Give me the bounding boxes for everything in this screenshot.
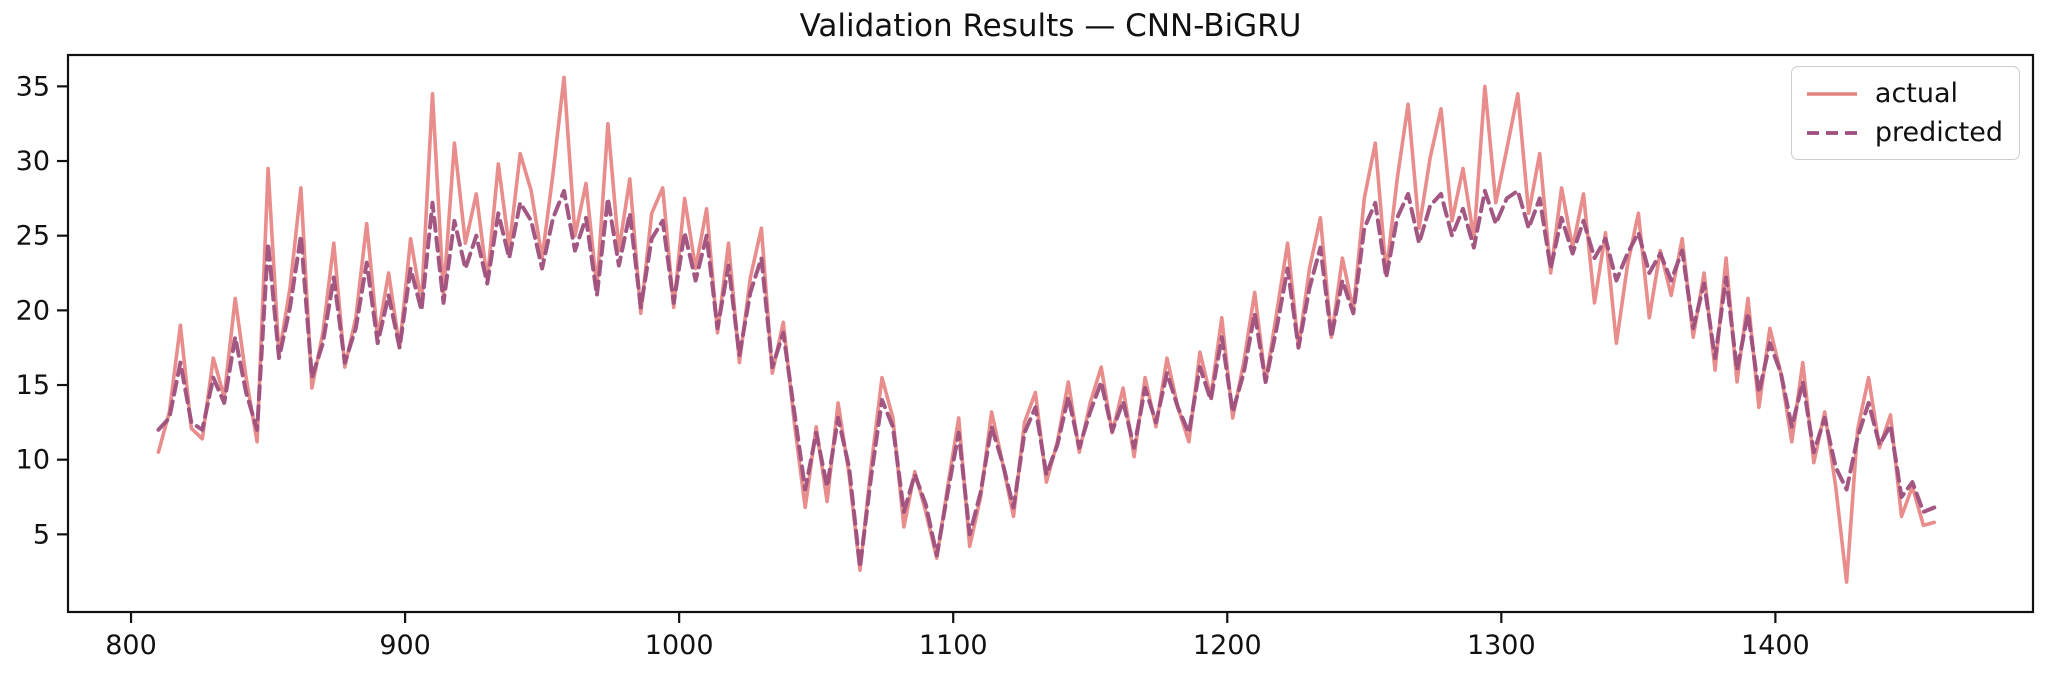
x-tick-label: 1300 [1467,630,1536,661]
x-tick-label: 1400 [1741,630,1810,661]
x-tick-label: 1000 [645,630,714,661]
chart-title: Validation Results — CNN-BiGRU [799,8,1302,44]
legend-actual-line-icon [1806,91,1857,96]
legend-label-actual: actual [1874,78,1959,109]
y-tick-label: 20 [16,295,50,326]
y-tick-label: 5 [33,519,50,550]
legend-item-predicted: predicted [1804,114,2003,151]
x-tick-label: 900 [379,630,431,661]
y-tick-label: 35 [16,71,50,102]
x-tick-label: 800 [105,630,157,661]
actual-line [156,75,1937,584]
x-tick-label: 1200 [1193,630,1262,661]
y-tick-label: 15 [16,370,50,401]
predicted-line [156,188,1937,570]
x-tick-label: 1100 [919,630,988,661]
y-tick-label: 10 [16,445,50,476]
axes-spines [66,53,2035,614]
legend-item-actual: actual [1804,75,2003,112]
y-tick-label: 25 [16,221,50,252]
legend: actual predicted [1790,66,2020,160]
y-tick-label: 30 [16,146,50,177]
legend-predicted-line-icon [1806,130,1857,135]
legend-label-predicted: predicted [1874,117,2003,148]
